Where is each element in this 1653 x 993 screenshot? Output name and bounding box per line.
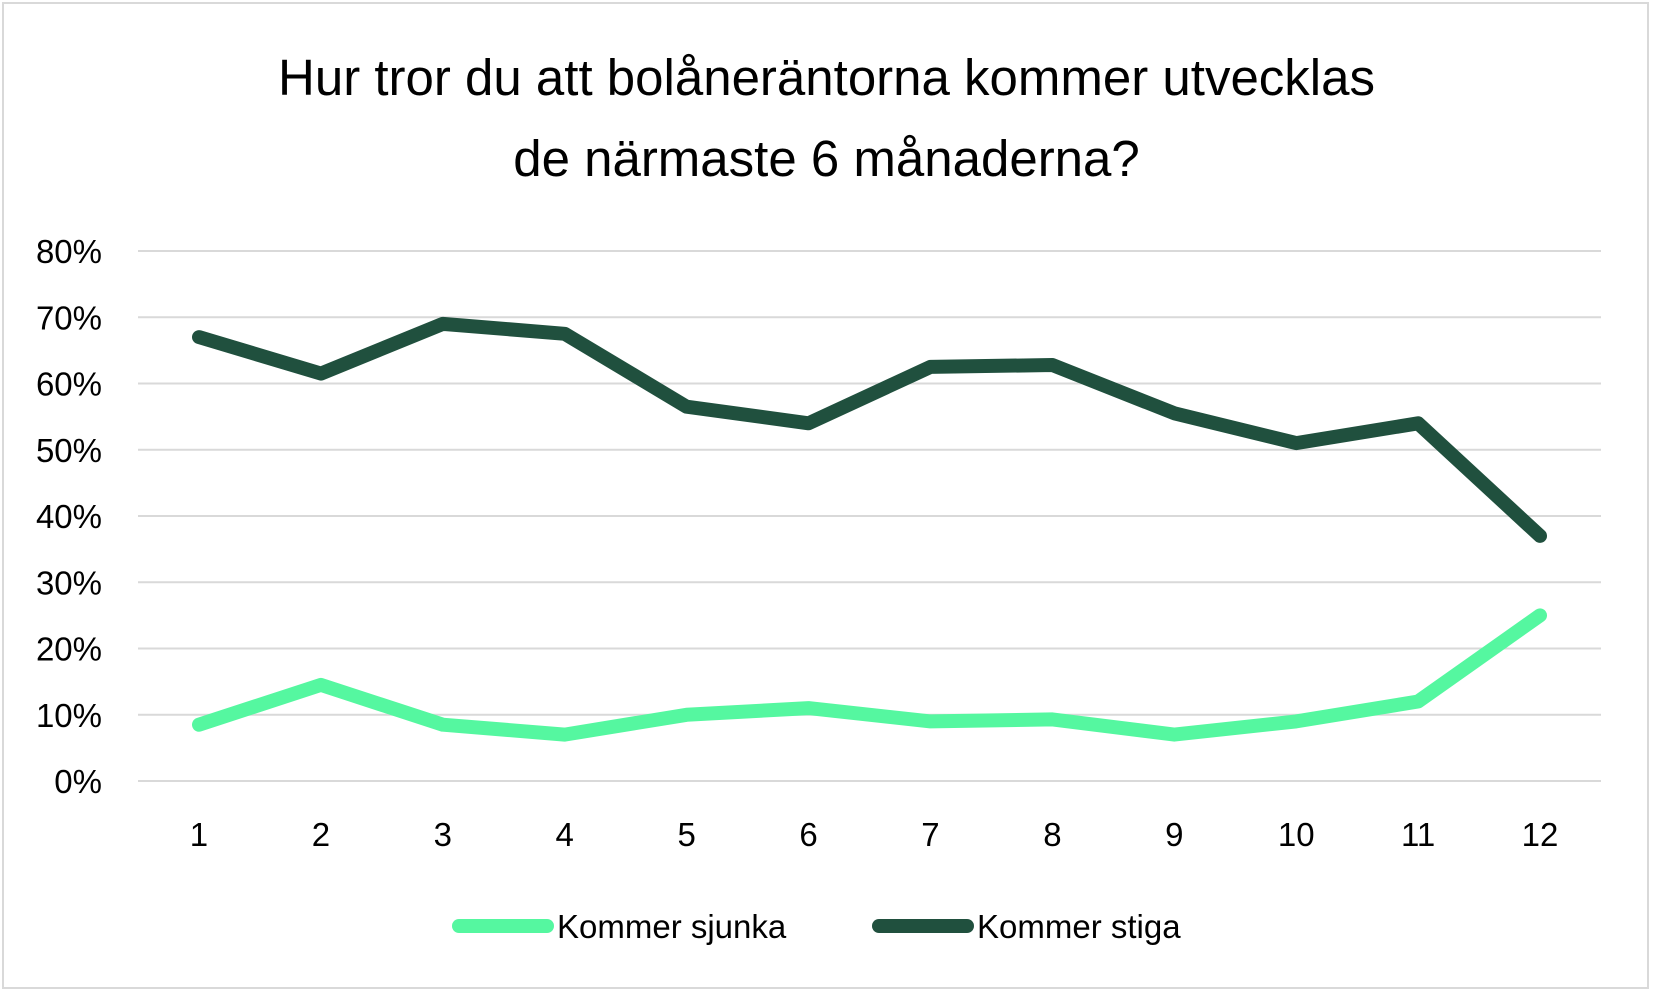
series-line-2	[192, 316, 1547, 543]
y-tick-label: 0%	[54, 763, 102, 800]
chart-title-line-2: de närmaste 6 månaderna?	[513, 130, 1140, 187]
gridlines	[138, 250, 1601, 782]
x-tick-label: 6	[799, 816, 817, 853]
x-tick-label: 9	[1165, 816, 1183, 853]
legend-label-1: Kommer sjunka	[557, 908, 787, 945]
x-tick-label: 11	[1401, 816, 1435, 853]
x-tick-label: 10	[1278, 816, 1315, 853]
series-line-1	[192, 608, 1547, 742]
x-tick-label: 5	[677, 816, 695, 853]
legend-label-2: Kommer stiga	[977, 908, 1181, 945]
y-tick-label: 40%	[36, 498, 102, 535]
x-tick-label: 12	[1522, 816, 1559, 853]
y-tick-label: 70%	[36, 299, 102, 336]
x-tick-label: 1	[190, 816, 208, 853]
x-tick-label: 7	[921, 816, 939, 853]
y-tick-label: 20%	[36, 631, 102, 668]
y-tick-label: 10%	[36, 697, 102, 734]
x-tick-label: 4	[556, 816, 574, 853]
y-tick-label: 80%	[36, 233, 102, 270]
y-tick-label: 30%	[36, 564, 102, 601]
x-tick-label: 3	[434, 816, 452, 853]
x-tick-label: 2	[312, 816, 330, 853]
y-tick-label: 50%	[36, 432, 102, 469]
x-tick-label: 8	[1043, 816, 1061, 853]
chart-title-line-1: Hur tror du att bolåneräntorna kommer ut…	[278, 49, 1375, 106]
y-tick-label: 60%	[36, 366, 102, 403]
